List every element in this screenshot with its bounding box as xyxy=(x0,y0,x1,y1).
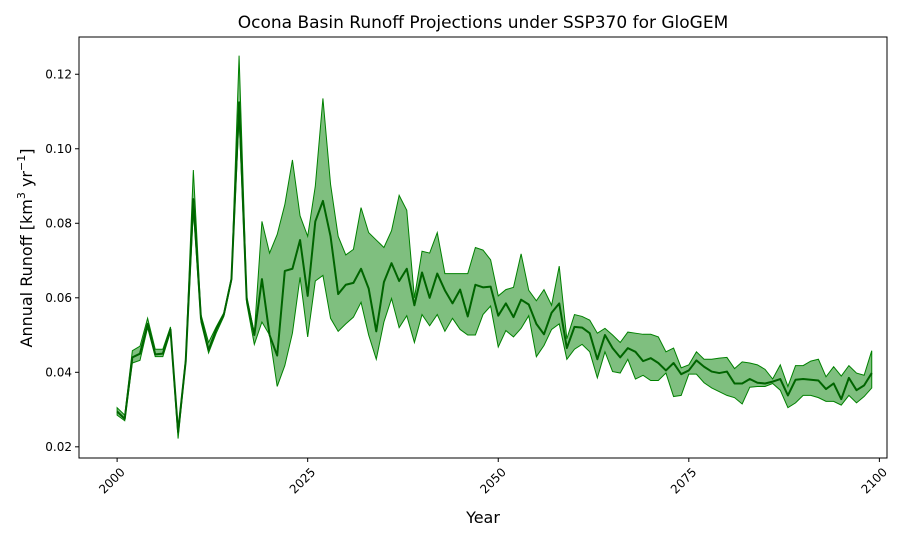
x-tick-label: 2050 xyxy=(477,465,508,496)
y-axis-label-mid: yr xyxy=(17,171,36,193)
y-axis-label-sup1: 3 xyxy=(15,192,28,199)
y-tick-label: 0.02 xyxy=(45,440,72,454)
chart-title: Ocona Basin Runoff Projections under SSP… xyxy=(238,13,729,33)
y-tick-label: 0.10 xyxy=(45,142,72,156)
y-axis-label-end: ] xyxy=(17,149,36,155)
y-axis-label-base: Annual Runoff [km xyxy=(17,199,36,347)
plot-frame xyxy=(78,36,888,459)
x-tick-label: 2100 xyxy=(858,465,889,496)
y-axis-label-sup2: −1 xyxy=(15,155,28,171)
x-tick-label: 2025 xyxy=(287,465,318,496)
x-axis-label: Year xyxy=(465,508,500,527)
y-axis: 0.02 0.04 0.06 0.08 0.10 0.12 xyxy=(45,67,79,454)
y-tick-label: 0.04 xyxy=(45,365,72,379)
x-axis: 2000 2025 2050 2075 2100 xyxy=(96,458,890,497)
y-tick-label: 0.06 xyxy=(45,291,72,305)
y-tick-label: 0.08 xyxy=(45,216,72,230)
x-tick-label: 2000 xyxy=(96,465,127,496)
plot-area xyxy=(116,55,873,439)
y-axis-label: Annual Runoff [km3 yr−1] xyxy=(15,149,36,348)
x-tick-label: 2075 xyxy=(668,465,699,496)
y-tick-label: 0.12 xyxy=(45,67,72,81)
uncertainty-band xyxy=(116,55,873,439)
mean-runoff-line xyxy=(116,101,873,433)
